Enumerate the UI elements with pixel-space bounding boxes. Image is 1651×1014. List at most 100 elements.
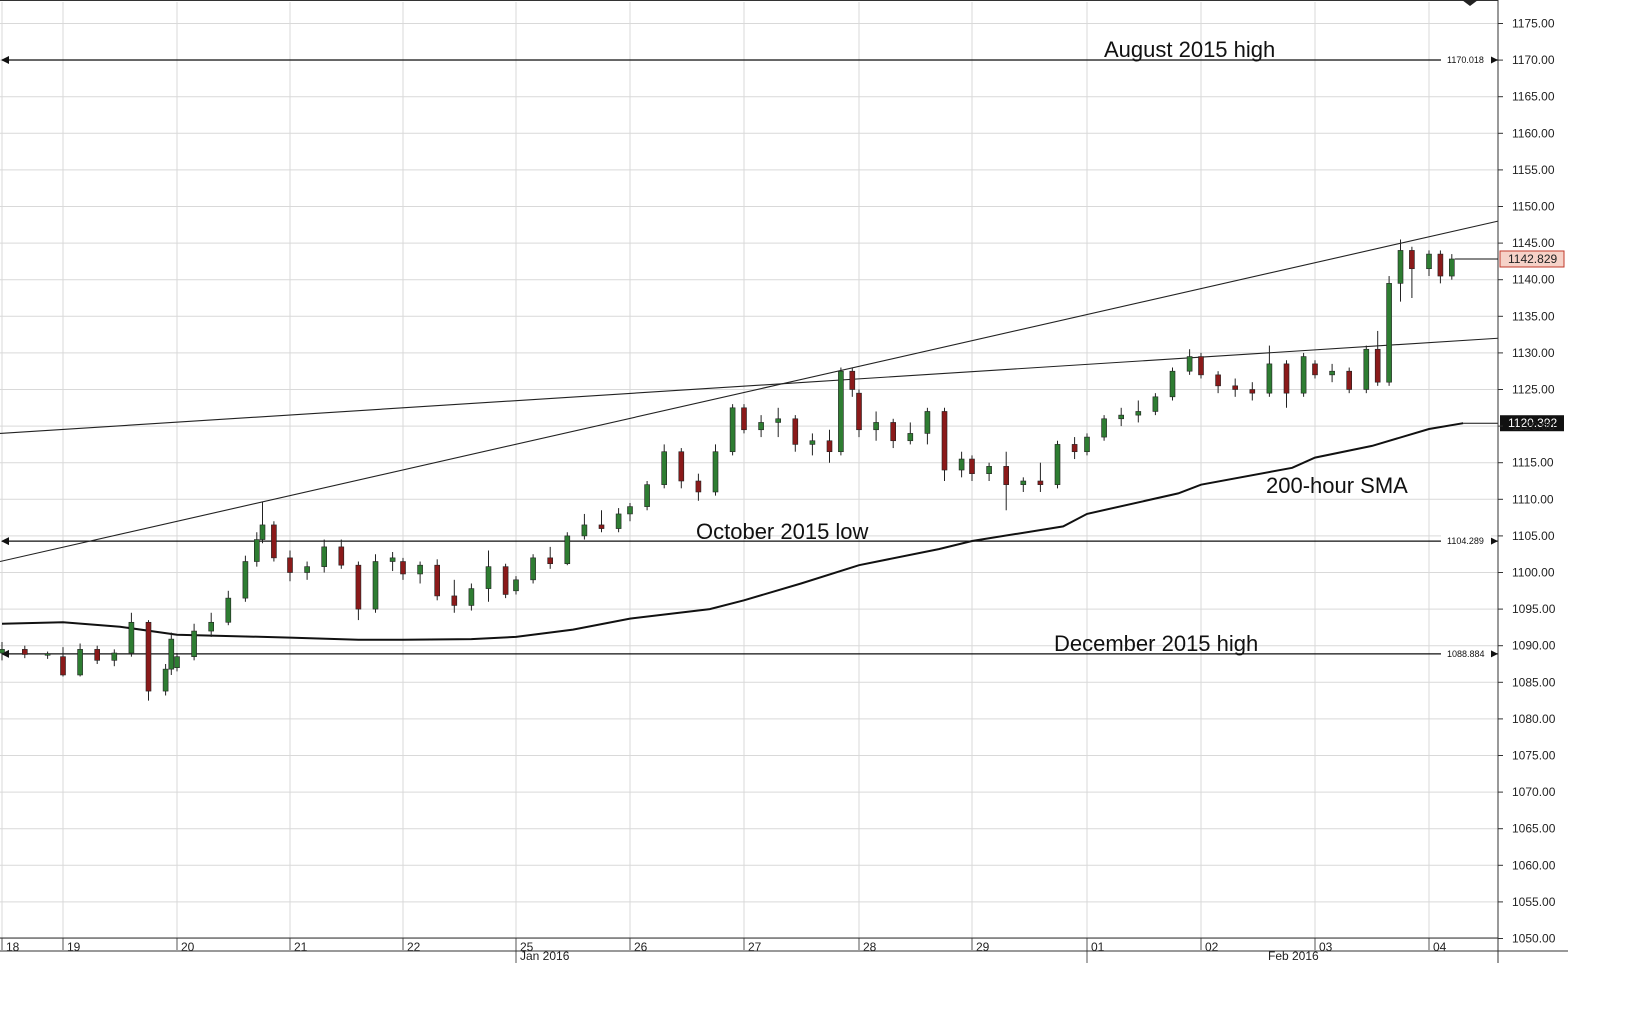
- candle-body: [225, 597, 232, 623]
- candle-body: [1186, 356, 1193, 372]
- y-tick-label: 1115.00: [1512, 456, 1554, 470]
- candle-body: [1118, 414, 1124, 420]
- candle: [1249, 382, 1256, 401]
- candle-body: [1198, 356, 1204, 376]
- candle: [254, 532, 260, 567]
- y-tick-label: 1065.00: [1512, 822, 1556, 836]
- x-tick-label: 21: [294, 940, 308, 954]
- candle-body: [530, 557, 536, 581]
- candle: [809, 433, 816, 456]
- candles: [0, 239, 1455, 701]
- candle-body: [208, 621, 214, 632]
- candle-body: [355, 564, 362, 610]
- candle-body: [1232, 385, 1238, 390]
- candle: [145, 620, 152, 701]
- candle-body: [941, 411, 948, 471]
- candle: [513, 576, 519, 595]
- candle-body: [873, 422, 879, 431]
- candle: [1020, 477, 1027, 492]
- candle: [644, 481, 650, 511]
- candle: [304, 561, 310, 580]
- candle: [1386, 276, 1392, 386]
- candle: [581, 513, 588, 540]
- candle-body: [890, 422, 897, 442]
- candle-body: [1300, 356, 1307, 394]
- candle-body: [986, 466, 992, 474]
- y-tick-label: 1060.00: [1512, 858, 1556, 872]
- candle-body: [1020, 480, 1027, 485]
- candle-body: [1386, 283, 1392, 383]
- candle: [627, 502, 633, 522]
- candle-body: [168, 638, 175, 670]
- candle: [174, 653, 180, 672]
- y-tick-label: 1145.00: [1512, 236, 1555, 250]
- candle-body: [502, 566, 509, 595]
- level-annotation: October 2015 low: [696, 519, 869, 544]
- y-tick-label: 1100.00: [1512, 566, 1555, 580]
- candle: [44, 651, 51, 659]
- y-tick-label: 1050.00: [1512, 932, 1556, 946]
- candle-body: [60, 656, 66, 676]
- candle-body: [1152, 396, 1159, 412]
- y-tick-label: 1155.00: [1512, 163, 1555, 177]
- candle-body: [838, 370, 844, 453]
- x-tick-label: 29: [976, 940, 990, 954]
- y-tick-label: 1085.00: [1512, 675, 1556, 689]
- candle-body: [44, 653, 51, 656]
- candle: [208, 612, 214, 637]
- candle-body: [1003, 466, 1010, 485]
- candle-body: [758, 422, 764, 431]
- candle-body: [513, 579, 519, 592]
- candle: [1449, 254, 1455, 280]
- candle-body: [598, 524, 605, 529]
- candle: [1169, 367, 1176, 401]
- candle: [678, 448, 685, 489]
- axes: 1050.00 1055.00 1060.00 1065.00 1070.00 1075.…: [0, 0, 1568, 963]
- level-value-bg: [1441, 646, 1491, 659]
- candle-body: [792, 418, 799, 445]
- level-annotation: August 2015 high: [1104, 37, 1275, 62]
- candle-body: [1374, 348, 1381, 383]
- candle-body: [400, 561, 406, 575]
- candle-body: [581, 524, 588, 537]
- level-value-label: 1088.884: [1447, 649, 1485, 659]
- candle-body: [1084, 436, 1090, 453]
- x-tick-label: 03: [1319, 940, 1333, 954]
- candle-body: [1437, 253, 1444, 277]
- candle-body: [1363, 348, 1370, 390]
- candle-body: [729, 407, 736, 453]
- candle-body: [712, 451, 719, 493]
- y-tick-label: 1075.00: [1512, 749, 1556, 763]
- candle-body: [389, 557, 396, 562]
- candle: [712, 444, 719, 496]
- candle-body: [1249, 389, 1256, 394]
- level-annotation: December 2015 high: [1054, 631, 1258, 656]
- candle: [849, 367, 856, 397]
- candle: [1186, 349, 1193, 375]
- candle-body: [627, 506, 633, 515]
- candle: [1363, 345, 1370, 394]
- candle: [60, 647, 66, 677]
- level-arrow-right: [1490, 55, 1498, 64]
- candle-body: [907, 433, 914, 442]
- candle-body: [451, 595, 458, 606]
- candle-body: [372, 561, 379, 610]
- x-tick-label: 04: [1433, 940, 1447, 954]
- y-tick-label: 1175.00: [1512, 17, 1555, 31]
- sma-value-badge: [1500, 415, 1564, 432]
- candle-body: [564, 535, 571, 565]
- candle-body: [191, 630, 197, 657]
- level-arrow-right: [1490, 649, 1498, 658]
- candle-body: [1071, 444, 1078, 453]
- candle: [168, 632, 175, 675]
- candle-body: [254, 539, 260, 562]
- candle: [1426, 250, 1432, 277]
- candle-body: [1346, 370, 1352, 390]
- y-tick-label: 1130.00: [1512, 346, 1555, 360]
- y-tick-label: 1165.00: [1512, 90, 1555, 104]
- candle: [259, 501, 266, 544]
- candle-body: [304, 566, 310, 573]
- last-price-label: 1142.829: [1508, 252, 1557, 266]
- candle: [77, 643, 83, 677]
- candle-body: [1266, 363, 1273, 394]
